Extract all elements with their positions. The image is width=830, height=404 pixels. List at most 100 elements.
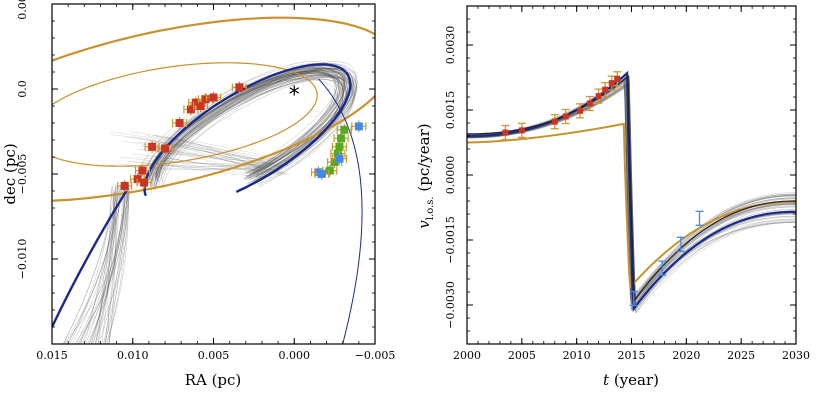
right-y-tick-label: −0.0015 — [444, 216, 457, 264]
left-ensemble-track — [132, 136, 279, 168]
left-data-point — [209, 93, 218, 102]
left-ensemble-track — [140, 145, 286, 174]
left-ensemble-track — [89, 184, 130, 344]
left-ensemble-track — [105, 189, 129, 344]
left-ensemble-track — [88, 187, 130, 344]
right-data-point — [562, 113, 569, 120]
left-data-point — [235, 83, 244, 92]
left-ensemble-track — [109, 185, 117, 344]
left-ensemble-track — [138, 63, 347, 177]
left-ensemble-track — [151, 67, 353, 180]
right-x-tick-label: 2025 — [727, 349, 755, 362]
right-x-axis-label: t (year) — [603, 371, 659, 389]
left-ensemble-track — [151, 67, 358, 182]
left-ensemble-track — [150, 73, 337, 179]
left-ensemble-track — [138, 67, 346, 185]
left-ensemble-track — [75, 185, 114, 344]
left-data-point — [337, 134, 346, 143]
left-ensemble-track — [63, 185, 117, 344]
left-ensemble-track — [153, 61, 356, 187]
left-ensemble-track — [85, 189, 128, 344]
left-data-points — [117, 81, 367, 192]
left-ensemble-track — [69, 189, 124, 344]
right-data-point — [586, 100, 593, 107]
left-ensemble-track — [109, 131, 268, 164]
right-x-tick-label: 2015 — [618, 349, 646, 362]
right-data-point — [551, 118, 558, 125]
left-ensemble-track — [80, 190, 115, 344]
right-y-axis-label-v: v — [415, 220, 433, 229]
left-marker-star: * — [289, 83, 300, 108]
left-data-point — [186, 105, 195, 114]
right-y-tick-label: 0.0015 — [444, 91, 457, 130]
left-data-point — [191, 98, 200, 107]
left-ensemble-track — [156, 76, 354, 185]
left-ensemble-track — [163, 136, 284, 175]
right-data-points — [501, 71, 704, 307]
left-data-point — [140, 178, 149, 187]
left-ensemble-track — [127, 160, 285, 167]
left-ensemble-track — [156, 68, 350, 188]
left-ensemble-track — [146, 68, 353, 173]
left-ensemble-track — [145, 68, 357, 185]
left-ensemble-track — [151, 66, 344, 186]
left-x-tick-label: 0.015 — [36, 349, 68, 362]
left-navy-fit-tail — [52, 190, 128, 328]
left-ensemble-track — [109, 164, 288, 171]
right-data-point — [502, 129, 509, 136]
left-data-point — [330, 158, 339, 167]
left-fit-curves — [52, 16, 375, 344]
left-ensemble-track — [98, 192, 130, 344]
right-y-axis-label: vl.o.s. (pc/year) — [415, 123, 436, 228]
left-y-tick-label: 0.0 — [16, 80, 29, 98]
left-data-point — [120, 181, 129, 190]
left-ensemble-track — [63, 191, 115, 344]
left-ensemble-track — [158, 69, 348, 177]
left-ensemble-track — [93, 186, 119, 344]
right-x-tick-label: 2000 — [453, 349, 481, 362]
left-data-point — [333, 149, 342, 158]
left-data-point — [161, 144, 170, 153]
left-ensemble-track — [166, 138, 270, 159]
left-ensemble-track — [156, 68, 345, 177]
left-ensemble-track — [147, 70, 341, 185]
left-ensemble-track — [77, 190, 126, 344]
left-ensemble-track — [151, 134, 283, 168]
left-data-point — [317, 170, 326, 178]
left-ensemble-track — [146, 135, 265, 177]
right-data-point — [608, 80, 615, 87]
left-navy-fit-thin — [318, 78, 363, 344]
left-chart: 0.015 0.010 0.005 0.000 −0.005 0.005 0.0 −0.005… — [1, 0, 395, 389]
left-ensemble-track — [104, 185, 126, 344]
right-y-tick-label: 0.0030 — [444, 26, 457, 65]
left-data-point — [335, 154, 344, 163]
left-y-tick-label: −0.010 — [16, 239, 29, 280]
left-ensemble-track — [91, 188, 129, 344]
left-x-tick-label: 0.005 — [198, 349, 230, 362]
left-ensemble-track — [122, 140, 283, 177]
left-data-point — [354, 122, 363, 131]
left-ensemble-track — [87, 185, 123, 344]
left-ensemble-tracks — [63, 61, 358, 344]
left-ensemble-track — [156, 75, 354, 186]
left-ensemble-track — [74, 188, 130, 344]
left-ticks: 0.015 0.010 0.005 0.000 −0.005 0.005 0.0 −0.005… — [16, 0, 395, 362]
left-ensemble-track — [148, 67, 335, 181]
right-plot-area — [467, 70, 796, 314]
left-data-point — [196, 102, 205, 110]
left-ensemble-track — [108, 187, 128, 344]
left-ensemble-track — [150, 71, 337, 187]
left-ensemble-track — [98, 190, 118, 344]
left-ensemble-track — [149, 139, 279, 175]
right-chart: 2000 2005 2010 2015 2020 2025 2030 0.0030 0.0015… — [415, 5, 810, 389]
left-ensemble-track — [160, 67, 346, 181]
right-x-tick-label: 2030 — [782, 349, 810, 362]
left-plot-area — [52, 16, 375, 344]
left-ensemble-track — [91, 189, 115, 344]
left-ensemble-track — [155, 73, 347, 184]
left-ensemble-track — [151, 71, 339, 178]
right-x-tick-label: 2020 — [672, 349, 700, 362]
left-x-tick-label: 0.010 — [117, 349, 149, 362]
left-ensemble-track — [158, 70, 341, 183]
